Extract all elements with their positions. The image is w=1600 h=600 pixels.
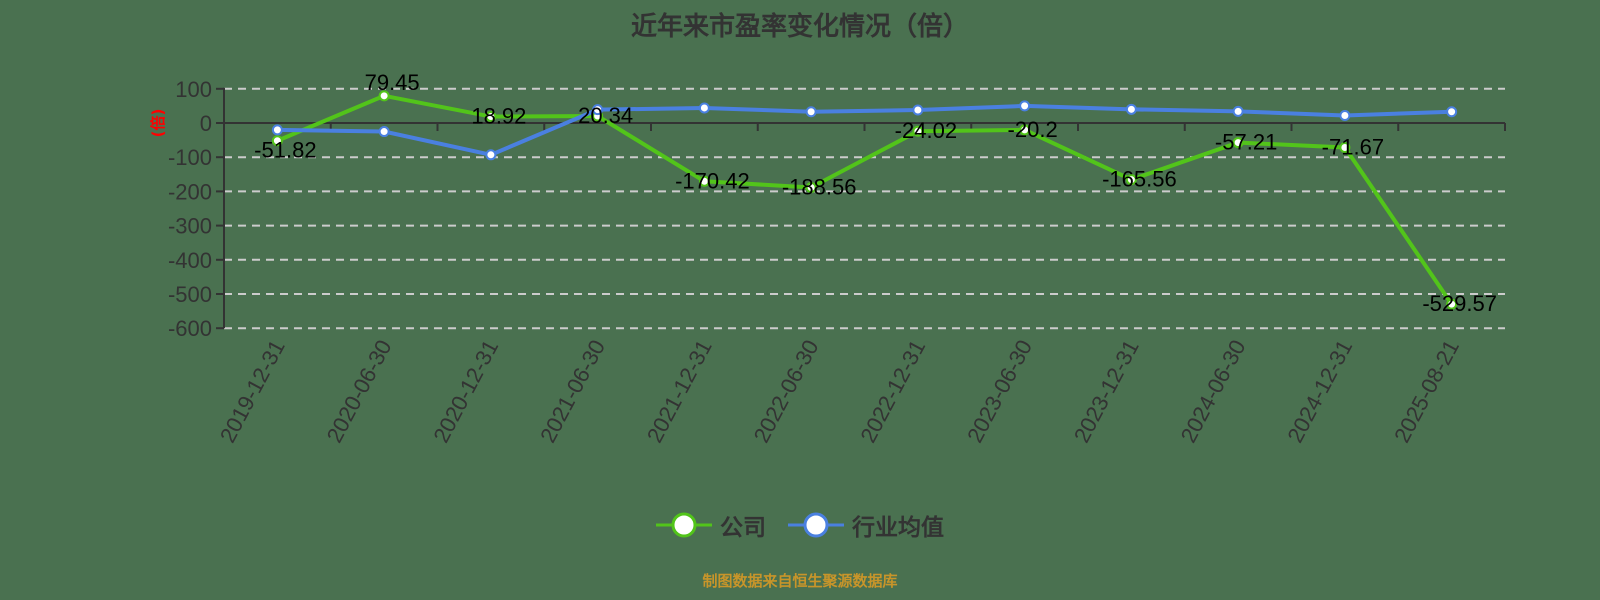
x-tick-label: 2019-12-31 [215,336,290,447]
industry-point[interactable] [1019,100,1031,112]
legend-line-marker-icon [656,512,712,538]
x-tick-label: 2021-06-30 [535,336,610,447]
data-source-note: 制图数据来自恒生聚源数据库 [702,572,898,590]
company-point[interactable] [912,125,924,137]
industry-point[interactable] [912,104,924,116]
company-point[interactable] [271,135,283,147]
data-label: -170.42 [675,168,750,193]
legend-item-industry[interactable]: 行业均值 [788,508,944,542]
data-label: -188.56 [782,174,857,199]
company-point[interactable] [1446,298,1458,310]
data-label: -20.2 [1008,117,1058,142]
y-tick-label: -500 [168,282,212,307]
x-tick-label: 2023-06-30 [962,336,1037,447]
data-labels: -51.82 79.45 18.92 20.34 -170.42 -188.56 -24.0… [254,70,1497,316]
x-tick-label: 2022-06-30 [749,336,824,447]
series-lines [276,93,1454,306]
industry-point[interactable] [1339,109,1351,121]
industry-point[interactable] [485,149,497,161]
x-tick-label: 2023-12-31 [1069,336,1144,447]
industry-point[interactable] [378,126,390,138]
y-tick-label: -300 [168,214,212,239]
data-label: -24.02 [895,118,957,143]
x-tick-label: 2024-06-30 [1176,336,1251,447]
legend: 公司 行业均值 [0,508,1600,542]
y-tick-label: 100 [175,77,212,102]
y-tick-label: -100 [168,145,212,170]
company-point[interactable] [485,111,497,123]
industry-point[interactable] [592,104,604,116]
chart-title: 近年来市盈率变化情况（倍） [630,12,969,42]
legend-item-company[interactable]: 公司 [656,508,766,542]
data-label: -529.57 [1422,291,1497,316]
series-points [271,90,1458,310]
data-label: -71.67 [1322,135,1384,160]
axes [223,87,1506,329]
x-tick-label: 2024-12-31 [1282,336,1357,447]
data-label: -57.21 [1215,130,1277,155]
company-point[interactable] [1339,142,1351,154]
company-point[interactable] [1125,174,1137,186]
data-label: 18.92 [471,104,526,129]
industry-point[interactable] [698,102,710,114]
data-label: 79.45 [365,70,420,95]
industry-point[interactable] [1125,103,1137,115]
industry-point[interactable] [1446,106,1458,118]
x-axis-ticks: 2019-12-31 2020-06-30 2020-12-31 2021-06-30… [215,336,1464,447]
legend-label-industry: 行业均值 [852,515,944,541]
y-axis-ticks: 100 0 -100 -200 -300 -400 -500 -600 [168,77,224,341]
industry-line [277,103,1452,157]
x-tick-label: 2025-08-21 [1389,336,1464,447]
y-tick-label: -400 [168,248,212,273]
company-point[interactable] [1019,124,1031,136]
data-label: -51.82 [254,138,316,163]
y-tick-label: -200 [168,179,212,204]
x-tick-label: 2022-12-31 [855,336,930,447]
legend-line-marker-icon [788,512,844,538]
company-point[interactable] [805,181,817,193]
industry-point[interactable] [805,106,817,118]
data-label: -165.56 [1102,167,1177,192]
x-tick-label: 2021-12-31 [642,336,717,447]
data-label: 20.34 [578,103,633,128]
company-line [276,93,1454,306]
y-tick-label: 0 [200,111,212,136]
industry-point[interactable] [1232,105,1244,117]
company-point[interactable] [1232,137,1244,149]
legend-label-company: 公司 [720,515,766,541]
y-axis-title: (倍) [149,109,167,138]
x-tick-label: 2020-06-30 [322,336,397,447]
company-point[interactable] [378,90,390,102]
gridlines [224,87,1505,330]
x-tick-label: 2020-12-31 [428,336,503,447]
company-point[interactable] [698,175,710,187]
y-tick-label: -600 [168,316,212,341]
y-axis-label: (倍) [149,109,167,138]
industry-point[interactable] [271,124,283,136]
